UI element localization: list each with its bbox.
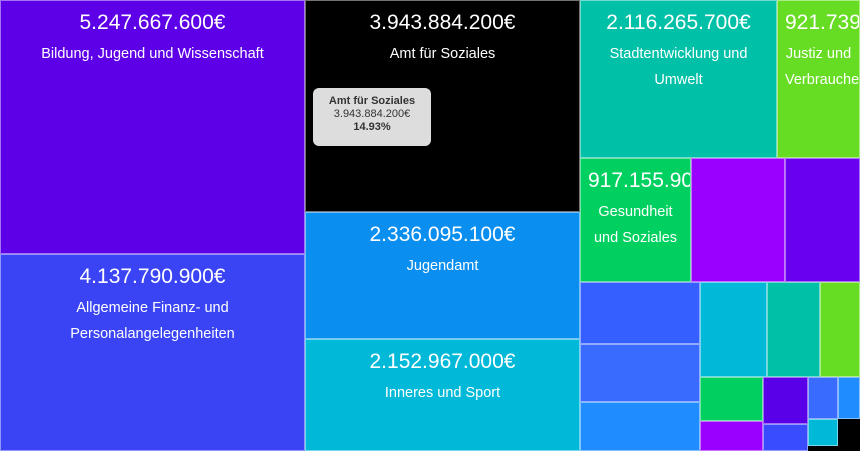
tile (763, 377, 808, 424)
tile: 917.155.900€ Gesundheit und Soziales (580, 158, 691, 282)
tile (580, 402, 700, 451)
category-label: Jugendamt (406, 258, 479, 274)
tile: 2.116.265.700€ Stadtentwicklung und Umwel… (580, 0, 777, 158)
tile: 2.336.095.100€ Jugendamt (305, 212, 580, 339)
tooltip-value: 3.943.884.200€ (333, 108, 411, 120)
value-label: 921.739.000€ (785, 11, 860, 34)
category-label: Allgemeine Finanz- und Personalangelegen… (70, 300, 235, 342)
tile: 4.137.790.900€ Allgemeine Finanz- und Per… (0, 254, 305, 451)
tile: 5.247.667.600€ Bildung, Jugend und Wissen… (0, 0, 305, 254)
category-label: Amt für Soziales (389, 46, 496, 62)
tile (700, 282, 767, 377)
tile (691, 158, 785, 282)
category-label: Inneres und Sport (384, 385, 501, 401)
value-label: 2.116.265.700€ (606, 11, 751, 34)
tile (838, 377, 860, 419)
value-label: 4.137.790.900€ (79, 265, 226, 288)
tile: 921.739.000€ Justiz und Verbraucherschutz (777, 0, 860, 158)
tile (763, 424, 808, 451)
tile (820, 282, 860, 377)
category-label: Stadtentwicklung und Umwelt (609, 46, 748, 88)
tile (700, 421, 763, 451)
tile (580, 344, 700, 402)
tile (767, 282, 820, 377)
tile: 2.152.967.000€ Inneres und Sport (305, 339, 580, 451)
category-label: Bildung, Jugend und Wissenschaft (41, 46, 264, 62)
value-label: 3.943.884.200€ (369, 11, 516, 34)
tile (700, 377, 763, 421)
value-label: 5.247.667.600€ (79, 11, 226, 34)
tooltip-share: 14.93% (353, 121, 391, 133)
tooltip-title: Amt für Soziales (328, 95, 416, 107)
category-label: Gesundheit und Soziales (593, 204, 678, 246)
tile (580, 282, 700, 344)
category-label: Justiz und Verbraucherschutz (785, 46, 860, 88)
value-label: 2.152.967.000€ (369, 350, 516, 373)
tooltip: Amt für Soziales 3.943.884.200€ 14.93% (313, 88, 431, 146)
value-label: 2.336.095.100€ (369, 223, 516, 246)
tile (808, 419, 838, 446)
value-label: 917.155.900€ (588, 169, 690, 192)
tile (808, 377, 838, 419)
tile (785, 158, 860, 282)
